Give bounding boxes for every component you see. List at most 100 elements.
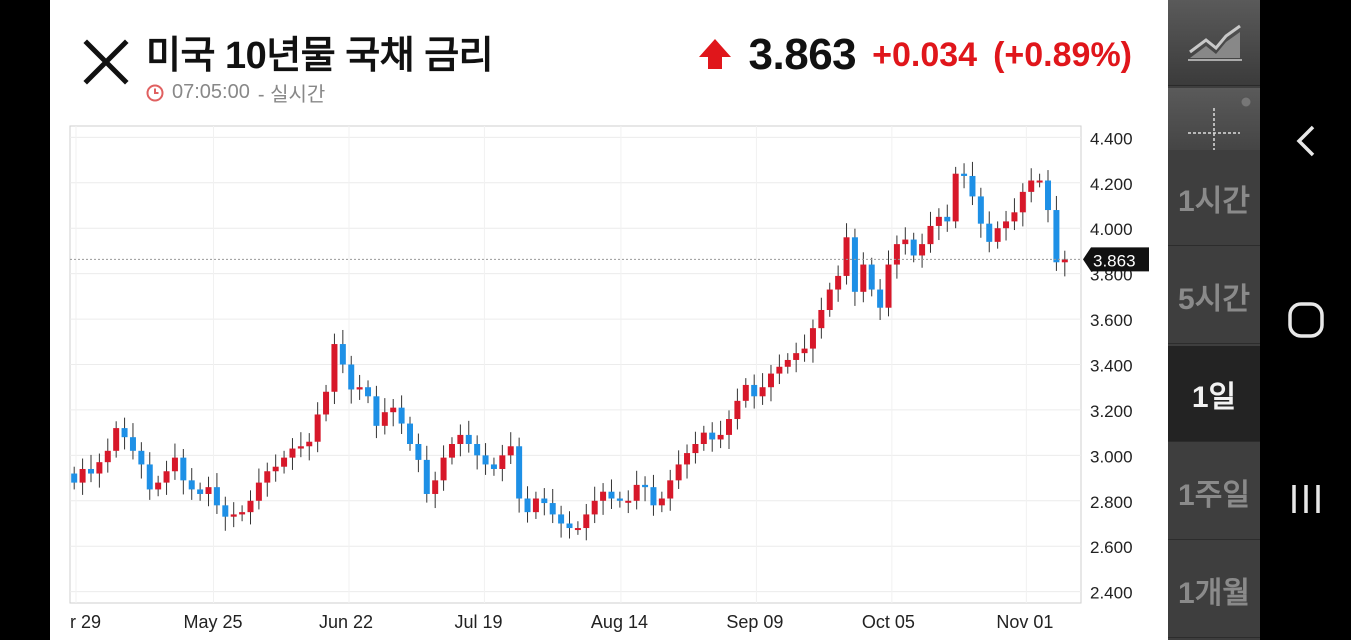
candle-body <box>608 491 615 499</box>
line-chart-icon <box>1188 24 1242 61</box>
candle-body <box>801 348 808 354</box>
crosshair-icon <box>1188 96 1252 158</box>
home-icon[interactable] <box>1278 292 1334 348</box>
candle-body <box>432 480 439 494</box>
tab-1week[interactable]: 1주일 <box>1168 444 1260 540</box>
page-title: 미국 10년물 국채 금리 <box>146 35 494 77</box>
candle-body <box>247 500 254 513</box>
candle-body <box>549 503 556 515</box>
candle-body <box>390 407 397 413</box>
candle-body <box>71 473 78 483</box>
candle-body <box>356 387 363 390</box>
candle-body <box>171 457 178 472</box>
x-tick-label: May 25 <box>183 612 242 632</box>
up-arrow-icon <box>698 39 731 69</box>
candle-body <box>406 423 413 444</box>
candle-body <box>658 498 665 506</box>
candle-body <box>868 264 875 290</box>
realtime-label: - 실시간 <box>257 84 326 106</box>
candle-body <box>1019 191 1026 213</box>
candle-body <box>843 237 850 276</box>
candle-body <box>759 387 766 397</box>
candle-body <box>961 173 968 176</box>
candle-body <box>323 391 330 415</box>
candle-body <box>348 364 355 390</box>
update-time: 07:05:00 <box>172 81 250 103</box>
candle-body <box>751 384 758 397</box>
candle-body <box>692 444 699 454</box>
candle-body <box>742 384 749 401</box>
line-chart-button[interactable] <box>1168 0 1260 86</box>
candle-body <box>767 373 774 388</box>
time-line: 07:05:00 - 실시간 <box>146 78 325 107</box>
candle-body <box>700 432 707 444</box>
candle-body <box>927 225 934 245</box>
candle-body <box>230 514 237 517</box>
system-nav-bar <box>1260 0 1351 640</box>
candle-body <box>1036 180 1043 183</box>
x-tick-label: Sep 09 <box>726 612 783 632</box>
candle-body <box>860 264 867 292</box>
candle-body <box>717 434 724 440</box>
candle-body <box>457 434 464 444</box>
candle-body <box>541 498 548 504</box>
candle-body <box>633 484 640 501</box>
candle-body <box>919 244 926 256</box>
price-change-percent: (+0.89%) <box>993 35 1132 74</box>
candle-body <box>684 453 691 465</box>
candlestick-chart[interactable]: 4.4004.2004.0003.8003.6003.4003.2003.000… <box>50 118 1168 640</box>
candle-body <box>642 484 649 488</box>
candle-body <box>558 514 565 524</box>
candle-body <box>373 396 380 426</box>
candle-body <box>667 480 674 499</box>
candle-body <box>524 498 531 513</box>
candle-body <box>398 407 405 424</box>
current-price-tag <box>1083 247 1149 272</box>
candle-body <box>726 419 733 435</box>
candle-body <box>935 216 942 226</box>
y-tick-label: 2.600 <box>1090 538 1133 557</box>
candle-body <box>331 344 338 392</box>
candle-body <box>952 173 959 222</box>
candle-body <box>709 432 716 440</box>
candle-body <box>969 175 976 197</box>
y-tick-label: 3.000 <box>1090 447 1133 466</box>
close-icon[interactable] <box>82 38 130 86</box>
candle-body <box>591 500 598 515</box>
candle-body <box>239 512 246 515</box>
candle-body <box>205 487 212 494</box>
candle-body <box>1028 180 1035 192</box>
tab-1month[interactable]: 1개월 <box>1168 542 1260 638</box>
left-edge-bar <box>0 0 50 640</box>
candle-body <box>499 455 506 469</box>
recent-apps-icon[interactable] <box>1278 471 1334 527</box>
candle-body <box>910 239 917 256</box>
price-change: +0.034 <box>872 35 978 74</box>
candle-body <box>507 446 514 456</box>
candle-body <box>616 498 623 501</box>
tab-5hour[interactable]: 5시간 <box>1168 248 1260 344</box>
candle-body <box>281 457 288 467</box>
candle-body <box>423 459 430 494</box>
x-tick-label: Nov 01 <box>996 612 1053 632</box>
candle-body <box>306 441 313 447</box>
candle-body <box>121 428 128 438</box>
chart-tool-panel: 1시간 5시간 1일 1주일 1개월 <box>1168 0 1260 640</box>
candle-body <box>255 482 262 501</box>
candle-body <box>650 487 657 506</box>
x-tick-label: Jul 19 <box>454 612 502 632</box>
candle-body <box>448 444 455 458</box>
candle-body <box>314 414 321 442</box>
candle-body <box>885 264 892 308</box>
candle-body <box>835 275 842 290</box>
candle-body <box>893 244 900 265</box>
candle-body <box>146 464 153 490</box>
back-icon[interactable] <box>1278 113 1334 169</box>
candle-body <box>1045 180 1052 211</box>
tab-1hour[interactable]: 1시간 <box>1168 150 1260 246</box>
tab-1day[interactable]: 1일 <box>1168 346 1260 442</box>
candle-body <box>272 466 279 472</box>
candle-body <box>809 328 816 349</box>
candle-body <box>415 444 422 460</box>
candle-body <box>155 482 162 490</box>
